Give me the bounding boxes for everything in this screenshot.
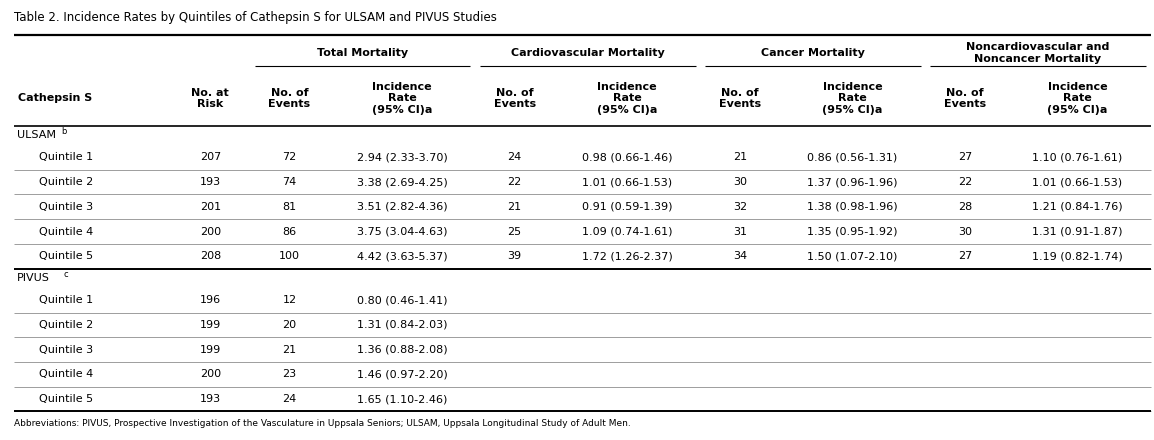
Text: 199: 199 (200, 345, 220, 355)
Text: 3.51 (2.82-4.36): 3.51 (2.82-4.36) (357, 202, 448, 212)
Text: 27: 27 (958, 251, 972, 261)
Text: 21: 21 (508, 202, 522, 212)
Text: 1.31 (0.91-1.87): 1.31 (0.91-1.87) (1033, 227, 1123, 237)
Text: Quintile 3: Quintile 3 (39, 202, 93, 212)
Text: 193: 193 (200, 177, 220, 187)
Text: 30: 30 (958, 227, 972, 237)
Text: 12: 12 (283, 295, 297, 305)
Text: No. of
Events: No. of Events (494, 88, 535, 109)
Text: 3.75 (3.04-4.63): 3.75 (3.04-4.63) (357, 227, 448, 237)
Text: 25: 25 (508, 227, 522, 237)
Text: Incidence
Rate
(95% CI)a: Incidence Rate (95% CI)a (597, 82, 658, 115)
Text: ULSAM: ULSAM (17, 130, 57, 140)
Text: 0.98 (0.66-1.46): 0.98 (0.66-1.46) (582, 152, 673, 162)
Text: 22: 22 (508, 177, 522, 187)
Text: 1.19 (0.82-1.74): 1.19 (0.82-1.74) (1032, 251, 1123, 261)
Text: 1.50 (1.07-2.10): 1.50 (1.07-2.10) (807, 251, 898, 261)
Text: Noncardiovascular and
Noncancer Mortality: Noncardiovascular and Noncancer Mortalit… (966, 42, 1110, 64)
Text: Quintile 5: Quintile 5 (39, 251, 93, 261)
Text: 81: 81 (283, 202, 297, 212)
Text: 39: 39 (508, 251, 522, 261)
Text: 2.94 (2.33-3.70): 2.94 (2.33-3.70) (357, 152, 448, 162)
Text: Quintile 2: Quintile 2 (39, 320, 93, 330)
Text: 1.36 (0.88-2.08): 1.36 (0.88-2.08) (357, 345, 448, 355)
Text: 1.35 (0.95-1.92): 1.35 (0.95-1.92) (807, 227, 898, 237)
Text: 21: 21 (283, 345, 297, 355)
Text: 1.01 (0.66-1.53): 1.01 (0.66-1.53) (1033, 177, 1123, 187)
Text: 196: 196 (200, 295, 220, 305)
Text: Quintile 3: Quintile 3 (39, 345, 93, 355)
Text: Quintile 1: Quintile 1 (39, 295, 93, 305)
Text: Cathepsin S: Cathepsin S (18, 93, 92, 103)
Text: 24: 24 (508, 152, 522, 162)
Text: 32: 32 (733, 202, 747, 212)
Text: b: b (61, 128, 67, 136)
Text: 72: 72 (283, 152, 297, 162)
Text: 200: 200 (200, 227, 220, 237)
Text: 1.10 (0.76-1.61): 1.10 (0.76-1.61) (1033, 152, 1123, 162)
Text: 208: 208 (200, 251, 220, 261)
Text: Incidence
Rate
(95% CI)a: Incidence Rate (95% CI)a (822, 82, 883, 115)
Text: 1.38 (0.98-1.96): 1.38 (0.98-1.96) (807, 202, 898, 212)
Text: 4.42 (3.63-5.37): 4.42 (3.63-5.37) (357, 251, 448, 261)
Text: 1.37 (0.96-1.96): 1.37 (0.96-1.96) (807, 177, 898, 187)
Text: Total Mortality: Total Mortality (317, 48, 409, 58)
Text: No. at
Risk: No. at Risk (192, 88, 230, 109)
Text: 34: 34 (733, 251, 747, 261)
Text: 1.31 (0.84-2.03): 1.31 (0.84-2.03) (357, 320, 448, 330)
Text: Quintile 5: Quintile 5 (39, 394, 93, 404)
Text: Quintile 4: Quintile 4 (39, 369, 93, 379)
Text: No. of
Events: No. of Events (719, 88, 760, 109)
Text: 1.46 (0.97-2.20): 1.46 (0.97-2.20) (357, 369, 448, 379)
Text: 24: 24 (283, 394, 297, 404)
Text: 0.86 (0.56-1.31): 0.86 (0.56-1.31) (808, 152, 898, 162)
Text: Table 2. Incidence Rates by Quintiles of Cathepsin S for ULSAM and PIVUS Studies: Table 2. Incidence Rates by Quintiles of… (14, 11, 496, 24)
Text: 199: 199 (200, 320, 220, 330)
Text: Incidence
Rate
(95% CI)a: Incidence Rate (95% CI)a (372, 82, 433, 115)
Text: 1.21 (0.84-1.76): 1.21 (0.84-1.76) (1032, 202, 1123, 212)
Text: 74: 74 (283, 177, 297, 187)
Text: 3.38 (2.69-4.25): 3.38 (2.69-4.25) (357, 177, 448, 187)
Text: 0.80 (0.46-1.41): 0.80 (0.46-1.41) (357, 295, 448, 305)
Text: 31: 31 (733, 227, 747, 237)
Text: Cancer Mortality: Cancer Mortality (760, 48, 864, 58)
Text: c: c (63, 270, 68, 279)
Text: Abbreviations: PIVUS, Prospective Investigation of the Vasculature in Uppsala Se: Abbreviations: PIVUS, Prospective Invest… (14, 419, 630, 428)
Text: No. of
Events: No. of Events (944, 88, 986, 109)
Text: Incidence
Rate
(95% CI)a: Incidence Rate (95% CI)a (1048, 82, 1108, 115)
Text: 23: 23 (283, 369, 297, 379)
Text: 21: 21 (733, 152, 747, 162)
Text: 27: 27 (958, 152, 972, 162)
Text: 193: 193 (200, 394, 220, 404)
Text: Cardiovascular Mortality: Cardiovascular Mortality (511, 48, 665, 58)
Text: 1.65 (1.10-2.46): 1.65 (1.10-2.46) (357, 394, 448, 404)
Text: 200: 200 (200, 369, 220, 379)
Text: 1.72 (1.26-2.37): 1.72 (1.26-2.37) (582, 251, 673, 261)
Text: 30: 30 (733, 177, 747, 187)
Text: PIVUS: PIVUS (17, 273, 50, 283)
Text: 1.09 (0.74-1.61): 1.09 (0.74-1.61) (582, 227, 673, 237)
Text: 86: 86 (283, 227, 297, 237)
Text: 20: 20 (283, 320, 297, 330)
Text: Quintile 2: Quintile 2 (39, 177, 93, 187)
Text: Quintile 4: Quintile 4 (39, 227, 93, 237)
Text: 207: 207 (200, 152, 220, 162)
Text: 22: 22 (958, 177, 972, 187)
Text: Quintile 1: Quintile 1 (39, 152, 93, 162)
Text: No. of
Events: No. of Events (269, 88, 310, 109)
Text: 100: 100 (279, 251, 300, 261)
Text: 201: 201 (200, 202, 220, 212)
Text: 28: 28 (958, 202, 972, 212)
Text: 0.91 (0.59-1.39): 0.91 (0.59-1.39) (582, 202, 673, 212)
Text: 1.01 (0.66-1.53): 1.01 (0.66-1.53) (582, 177, 673, 187)
